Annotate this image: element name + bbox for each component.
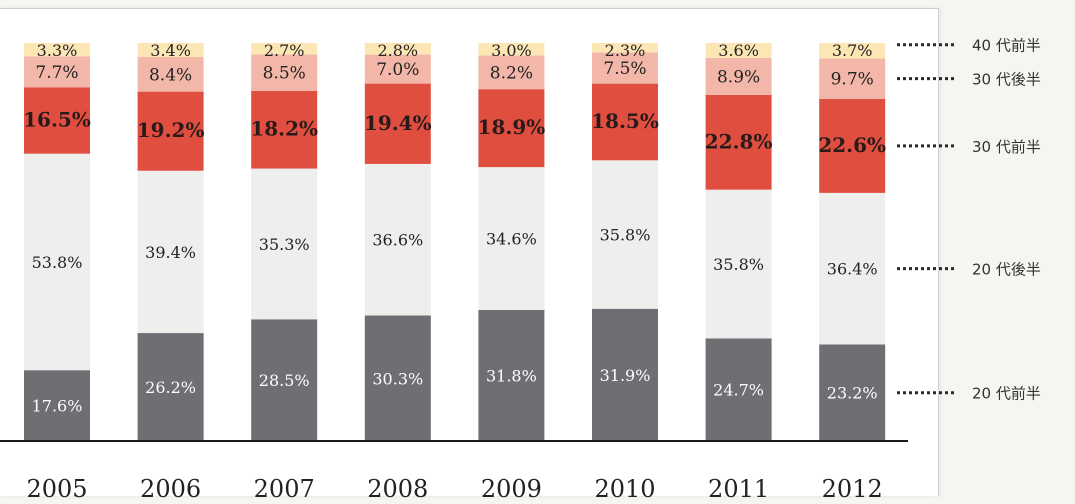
bar-segment-2009-s3 bbox=[478, 55, 545, 90]
bar-segment-2005-s3 bbox=[24, 56, 90, 88]
data-label-2012-s3: 9.7% bbox=[831, 70, 874, 90]
bar-segment-2006-s0 bbox=[137, 333, 204, 441]
data-label-2006-s0: 26.2% bbox=[145, 378, 196, 397]
legend-group: 20 代前半 20 代後半 30 代前半 30 代後半 40 代前半 bbox=[897, 37, 1041, 403]
bar-segment-2012-s4 bbox=[819, 43, 886, 59]
data-label-2012-s1: 36.4% bbox=[827, 260, 878, 279]
data-label-2007-s0: 28.5% bbox=[259, 371, 310, 390]
bar-segment-2005-s4 bbox=[24, 43, 90, 57]
bar-segment-2011-s3 bbox=[705, 57, 772, 95]
data-label-2012-s4: 3.7% bbox=[832, 41, 873, 60]
legend-label-s0: 20 代前半 bbox=[972, 385, 1041, 403]
data-label-2006-s2: 19.2% bbox=[137, 118, 205, 142]
year-label-2010: 2010 bbox=[594, 475, 655, 503]
data-label-2007-s1: 35.3% bbox=[259, 235, 310, 254]
data-label-2010-s4: 2.3% bbox=[605, 41, 646, 60]
bar-segment-2010-s2 bbox=[592, 83, 658, 161]
bar-segment-2012-s1 bbox=[819, 192, 886, 345]
legend-label-s4: 40 代前半 bbox=[972, 37, 1041, 55]
data-label-2007-s2: 18.2% bbox=[250, 117, 318, 141]
bar-segment-2008-s1 bbox=[364, 163, 431, 316]
year-label-2006: 2006 bbox=[140, 475, 201, 503]
bar-segment-2007-s3 bbox=[251, 54, 318, 91]
bar-segment-2011-s1 bbox=[705, 189, 772, 339]
bar-segment-2009-s2 bbox=[478, 89, 545, 168]
bar-segment-2005-s0 bbox=[24, 370, 90, 441]
data-label-2006-s1: 39.4% bbox=[145, 243, 196, 262]
stacked-bar-chart: 17.6% 53.8% 16.5% 7.7% 3.3% 26.2% 39.4% 19.2% 8.… bbox=[0, 37, 1041, 503]
bar-segment-2006-s1 bbox=[137, 170, 204, 334]
data-label-2005-s4: 3.3% bbox=[37, 41, 78, 60]
data-label-2010-s3: 7.5% bbox=[603, 59, 646, 79]
year-label-2009: 2009 bbox=[481, 475, 542, 503]
bar-segment-2007-s4 bbox=[251, 43, 318, 55]
bar-segment-2010-s0 bbox=[592, 308, 658, 441]
bar-segment-2007-s0 bbox=[251, 319, 318, 441]
bar-segment-2011-s2 bbox=[705, 94, 772, 190]
year-label-2011: 2011 bbox=[708, 475, 769, 503]
bar-segment-2012-s3 bbox=[819, 58, 886, 99]
data-label-2008-s4: 2.8% bbox=[377, 41, 418, 60]
data-label-2005-s3: 7.7% bbox=[35, 63, 78, 83]
bar-segment-2009-s4 bbox=[478, 43, 545, 56]
bar-segment-2007-s2 bbox=[251, 90, 318, 169]
data-label-2009-s0: 31.8% bbox=[486, 366, 537, 385]
bar-segment-2009-s0 bbox=[478, 309, 545, 441]
data-label-2009-s1: 34.6% bbox=[486, 229, 537, 248]
year-label-2007: 2007 bbox=[254, 475, 315, 503]
bar-segment-2006-s2 bbox=[137, 91, 204, 171]
legend-label-s1: 20 代後半 bbox=[972, 261, 1041, 279]
year-label-2005: 2005 bbox=[26, 475, 87, 503]
bar-segment-2012-s0 bbox=[819, 344, 886, 441]
bar-segment-2005-s1 bbox=[24, 153, 90, 371]
data-label-2012-s0: 23.2% bbox=[827, 384, 878, 403]
bar-segment-2006-s3 bbox=[137, 57, 204, 92]
bar-segment-2007-s1 bbox=[251, 168, 318, 320]
data-label-2007-s4: 2.7% bbox=[264, 41, 305, 60]
bar-segment-2008-s2 bbox=[364, 83, 431, 164]
data-label-2011-s4: 3.6% bbox=[718, 41, 759, 60]
data-label-2011-s0: 24.7% bbox=[713, 381, 764, 400]
data-label-2008-s0: 30.3% bbox=[372, 369, 423, 388]
data-label-2005-s0: 17.6% bbox=[32, 397, 83, 416]
data-label-2011-s1: 35.8% bbox=[713, 255, 764, 274]
data-label-2006-s3: 8.4% bbox=[149, 65, 192, 85]
legend-label-s3: 30 代後半 bbox=[972, 71, 1041, 89]
data-label-2007-s3: 8.5% bbox=[263, 64, 306, 84]
legend-label-s2: 30 代前半 bbox=[972, 138, 1041, 156]
bar-segment-2008-s3 bbox=[364, 54, 431, 84]
bar-segment-2010-s3 bbox=[592, 52, 658, 84]
data-label-2010-s0: 31.9% bbox=[600, 366, 651, 385]
bar-segment-2005-s2 bbox=[24, 87, 90, 154]
bar-segment-2008-s0 bbox=[364, 315, 431, 441]
data-label-2009-s2: 18.9% bbox=[478, 115, 546, 139]
data-label-2005-s1: 53.8% bbox=[32, 253, 83, 272]
data-label-2011-s2: 22.8% bbox=[705, 129, 773, 153]
data-label-2011-s3: 8.9% bbox=[717, 67, 760, 87]
data-label-2010-s2: 18.5% bbox=[591, 109, 659, 133]
data-label-2006-s4: 3.4% bbox=[150, 41, 191, 60]
data-label-2008-s2: 19.4% bbox=[364, 111, 432, 135]
data-label-2009-s4: 3.0% bbox=[491, 41, 532, 60]
bar-segment-2010-s1 bbox=[592, 160, 658, 309]
year-label-2012: 2012 bbox=[822, 475, 883, 503]
bar-segment-2009-s1 bbox=[478, 167, 545, 310]
bar-segment-2006-s4 bbox=[137, 43, 204, 58]
bar-segment-2011-s0 bbox=[705, 338, 772, 441]
year-label-2008: 2008 bbox=[367, 475, 428, 503]
data-label-2005-s2: 16.5% bbox=[23, 107, 91, 131]
bar-segment-2011-s4 bbox=[705, 43, 772, 58]
year-labels-group: 2005 2006 2007 2008 2009 2010 2011 2012 bbox=[26, 475, 882, 503]
chart-panel: 17.6% 53.8% 16.5% 7.7% 3.3% 26.2% 39.4% 19.2% 8.… bbox=[0, 8, 1041, 503]
bar-segment-2012-s2 bbox=[819, 98, 886, 193]
data-label-2012-s2: 22.6% bbox=[818, 133, 886, 157]
bar-segment-2008-s4 bbox=[364, 43, 431, 55]
data-label-2008-s3: 7.0% bbox=[376, 60, 419, 80]
bar-segment-2010-s4 bbox=[592, 43, 658, 53]
data-label-2010-s1: 35.8% bbox=[600, 226, 651, 245]
bars-group: 17.6% 53.8% 16.5% 7.7% 3.3% 26.2% 39.4% 19.2% 8.… bbox=[23, 41, 886, 441]
data-label-2008-s1: 36.6% bbox=[372, 231, 423, 250]
data-label-2009-s3: 8.2% bbox=[490, 63, 533, 83]
